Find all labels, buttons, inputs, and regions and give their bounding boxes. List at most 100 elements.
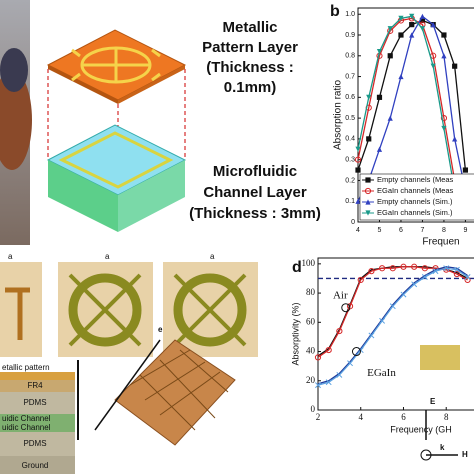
legend-label: Empty channels (Meas (377, 175, 454, 184)
label: Pattern Layer (202, 39, 298, 56)
x-tick-label: 4 (358, 412, 363, 422)
y-tick-label: 1.0 (345, 11, 355, 18)
marker (336, 371, 343, 378)
y-tick-label: 0.9 (345, 32, 355, 39)
stack-label: etallic pattern (2, 363, 50, 372)
marker (347, 360, 354, 367)
stack-layer (0, 380, 75, 392)
cell-ring (68, 273, 142, 347)
stack-layer (0, 414, 75, 432)
label: Microfluidic (213, 163, 297, 180)
layer-stack: etallic pattern FR4 PDMS uidic Channel u… (0, 360, 79, 474)
plot-frame (357, 7, 474, 223)
marker (440, 115, 448, 122)
y-tick-label: 0.3 (345, 157, 355, 164)
marker (387, 53, 393, 59)
annotation: Air (333, 290, 348, 302)
cell-ring (173, 273, 247, 347)
x-tick-label: 8 (444, 412, 449, 422)
marker (325, 346, 332, 354)
panel-label: b (330, 3, 340, 20)
marker (368, 332, 375, 339)
y-tick-label: 0.2 (345, 177, 355, 184)
marker (364, 187, 372, 195)
x-tick-label: 8 (442, 227, 446, 234)
marker (357, 276, 364, 284)
marker (421, 274, 428, 280)
marker (355, 167, 361, 173)
field-label: H (462, 450, 468, 459)
metallic-layer-edge (48, 65, 118, 104)
label: Channel Layer (203, 184, 307, 201)
y-tick-label: 0.8 (345, 53, 355, 60)
panel-label: e (158, 325, 163, 334)
marker (441, 32, 447, 38)
marker (336, 327, 343, 335)
cell-arms (68, 273, 142, 347)
x-tick-label: 5 (378, 227, 382, 234)
marker (430, 22, 436, 28)
series-line (317, 266, 468, 385)
y-tick-label: 0 (311, 404, 316, 414)
x-tick-label: 2 (316, 412, 321, 422)
marker (411, 263, 418, 270)
marker (387, 115, 393, 121)
series-line (357, 15, 467, 202)
y-tick-label: 0.5 (345, 115, 355, 122)
array-board (114, 339, 236, 446)
stack-layer (0, 432, 75, 456)
marker (355, 198, 361, 204)
marker (355, 146, 361, 152)
dim-label: a (105, 252, 110, 261)
inset (420, 345, 460, 370)
y-tick-label: 80 (306, 287, 316, 297)
microfluidic-side (118, 160, 185, 232)
legend-label: EGaIn channels (Meas (377, 186, 454, 195)
y-tick-label: 40 (306, 346, 316, 356)
marker (452, 136, 458, 142)
y-axis-title: Absorption ratio (333, 80, 344, 150)
marker (400, 291, 407, 298)
marker (325, 379, 332, 386)
marker (365, 177, 371, 183)
marker (453, 270, 461, 278)
legend-label: Empty channels (Sim.) (377, 197, 453, 206)
dim-label: a (210, 252, 215, 261)
label: Metallic (222, 19, 277, 36)
channel (58, 131, 174, 189)
marker (421, 265, 428, 272)
x-axis-title: Frequen (422, 237, 459, 248)
stack-label: PDMS (23, 439, 46, 448)
marker (389, 265, 396, 272)
connector (94, 339, 161, 431)
unit-cell-group: a a a (8, 252, 258, 357)
stack-label: uidic Channel (2, 423, 51, 432)
marker (365, 210, 371, 216)
marker (366, 94, 372, 100)
stack-layer (0, 456, 75, 474)
photo-object (0, 70, 32, 170)
marker (368, 268, 375, 275)
y-tick-label: 0 (351, 219, 355, 226)
marker (389, 303, 396, 310)
label: (Thickness : (206, 59, 294, 76)
pattern-lines (71, 48, 161, 82)
chart: b 0 0.1 0.2 0.3 0.4 0.5 0.6 0.7 0.8 0.9 1.0 4 5 6 7 8 9 Fr… (330, 3, 474, 248)
marker (409, 22, 415, 28)
marker (441, 53, 447, 59)
cell-pattern (5, 287, 30, 340)
marker (398, 15, 404, 21)
marker (419, 26, 426, 32)
marker (411, 281, 418, 288)
dim-label: a (8, 252, 13, 261)
marker (419, 13, 426, 19)
y-tick-label: 0.7 (345, 73, 355, 80)
marker (400, 263, 407, 270)
marker (462, 167, 469, 173)
marker (387, 26, 393, 32)
microfluidic-side (48, 160, 118, 232)
plot-frame (317, 257, 474, 411)
marker (443, 265, 450, 272)
array-grid (129, 349, 229, 431)
